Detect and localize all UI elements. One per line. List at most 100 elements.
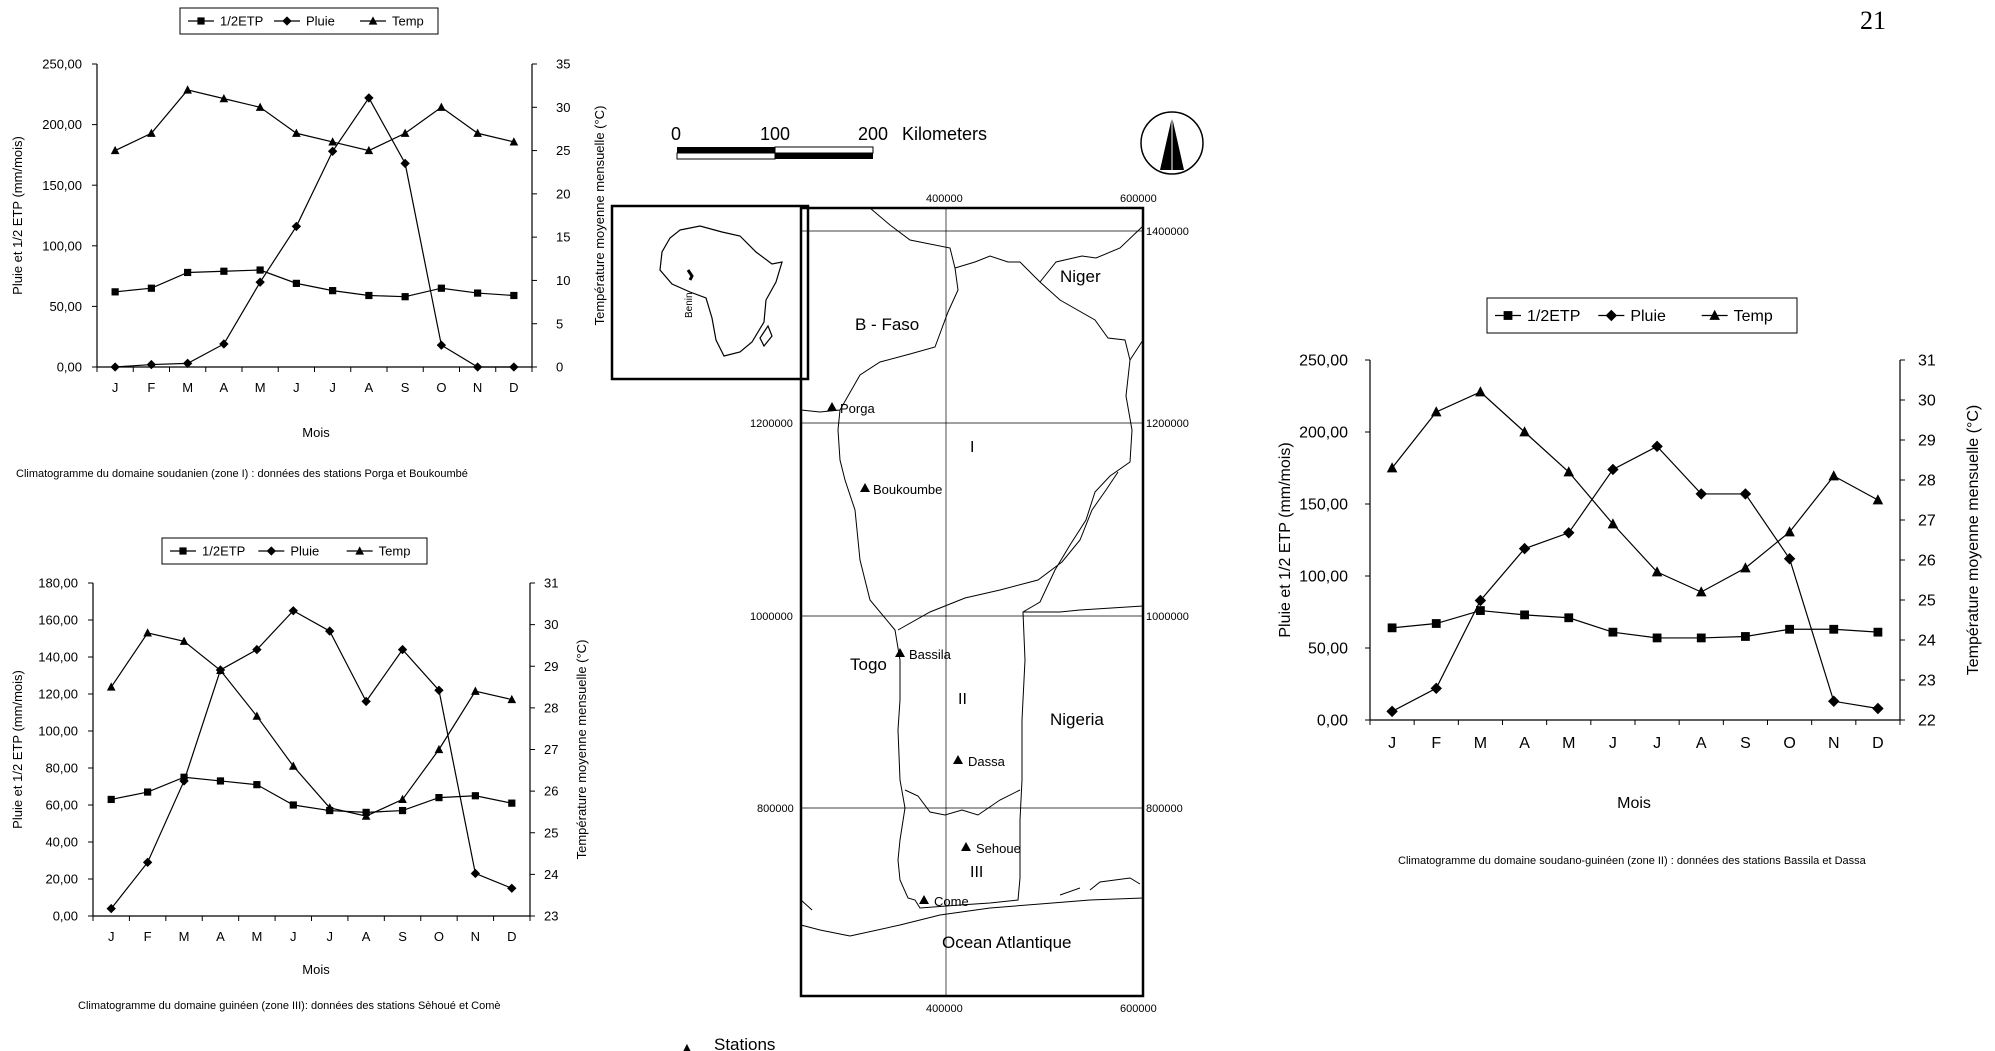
region-togo: Togo <box>850 655 887 674</box>
x-tick-label: S <box>398 929 407 944</box>
data-point-12etp <box>1387 623 1397 633</box>
legend-label: Temp <box>1734 308 1773 325</box>
data-point-temp <box>288 761 298 770</box>
scale-bar: 0 100 200 Kilometers <box>671 124 987 160</box>
x-axis-title: Mois <box>302 962 330 977</box>
legend-label: Temp <box>379 544 411 559</box>
y-left-tick-label: 100,00 <box>42 238 82 253</box>
y-right-tick-label: 29 <box>1918 433 1936 450</box>
data-point-temp <box>398 794 407 804</box>
x-tick-label: M <box>251 929 262 944</box>
data-point-temp <box>328 137 337 146</box>
data-point-pluie <box>219 339 229 349</box>
station-dassa-label: Dassa <box>968 754 1006 769</box>
y-right-tick-label: 25 <box>1918 593 1936 610</box>
data-point-pluie <box>325 626 335 636</box>
x-tick-label: N <box>1828 735 1840 752</box>
data-point-12etp <box>289 801 297 809</box>
legend-marker <box>1503 311 1513 320</box>
page-number: 21 <box>1860 6 1886 35</box>
data-point-12etp <box>256 266 264 274</box>
scale-unit: Kilometers <box>902 124 987 144</box>
data-point-12etp <box>1431 619 1441 628</box>
legend-marker <box>282 16 292 26</box>
x-tick-label: A <box>365 380 374 395</box>
y-right-tick-label: 30 <box>1918 393 1936 410</box>
map-x-tick-600000-top: 600000 <box>1120 193 1157 205</box>
x-tick-label: S <box>401 380 410 395</box>
data-point-12etp <box>1652 633 1662 643</box>
chart-caption: Climatogramme du domaine soudano-guinéen… <box>1398 855 1867 867</box>
x-axis-title: Mois <box>302 425 330 440</box>
x-tick-label: O <box>1783 735 1795 752</box>
x-tick-label: N <box>471 929 480 944</box>
y-right-tick-label: 30 <box>544 617 558 632</box>
y-right-tick-label: 27 <box>544 742 558 757</box>
chart-zone-1: 0,00 50,00 100,00 150,00 200,00 250,00 0 5 10 15 2… <box>10 7 607 480</box>
data-point-temp <box>1695 586 1707 597</box>
y-right-tick-label: 26 <box>544 784 558 799</box>
x-tick-label: J <box>1388 735 1396 752</box>
station-come: Come <box>919 894 969 909</box>
data-point-12etp <box>1476 606 1485 615</box>
data-point-12etp <box>437 284 445 292</box>
legend-label: Temp <box>392 14 424 29</box>
y-axis-title: Pluie et 1/2 ETP (mm/mois) <box>1277 442 1294 637</box>
data-point-temp <box>364 145 374 155</box>
scale-tick-100: 100 <box>760 124 790 144</box>
data-point-temp <box>1651 566 1663 577</box>
x-tick-label: M <box>179 929 190 944</box>
series-line-temp <box>114 89 515 152</box>
legend-label: Pluie <box>306 14 335 29</box>
data-point-temp <box>437 102 446 111</box>
chart-caption: Climatogramme du domaine soudanien (zone… <box>16 468 468 480</box>
y-left-tick-label: 0,00 <box>53 909 78 924</box>
y-left-tick-label: 0,00 <box>57 360 82 375</box>
station-porga: Porga <box>827 401 875 416</box>
x-tick-label: J <box>1609 735 1617 752</box>
legend-label: 1/2ETP <box>220 14 263 29</box>
map-borders <box>800 207 1144 937</box>
africa-outline <box>659 225 783 357</box>
data-point-12etp <box>398 806 407 815</box>
x-tick-label: D <box>509 380 518 395</box>
data-point-temp <box>507 694 517 704</box>
x-tick-label: J <box>329 380 336 395</box>
data-point-12etp <box>1696 633 1706 643</box>
data-point-temp <box>179 636 189 645</box>
data-point-12etp <box>435 794 443 802</box>
x-tick-label: A <box>1696 735 1707 752</box>
y-left-tick-label: 50,00 <box>49 299 82 314</box>
data-point-temp <box>110 145 120 155</box>
zone-i-label: I <box>970 439 974 456</box>
data-point-pluie <box>1651 440 1663 453</box>
y-left-tick-label: 200,00 <box>1299 425 1348 442</box>
data-point-pluie <box>1828 695 1840 707</box>
x-tick-label: F <box>147 380 155 395</box>
legend-label: Pluie <box>290 544 319 559</box>
y-right-tick-label: 28 <box>1918 473 1936 490</box>
y-left-tick-label: 150,00 <box>42 178 82 193</box>
y-left-tick-label: 160,00 <box>38 613 78 628</box>
y-right-tick-label: 24 <box>544 867 558 882</box>
x-tick-label: O <box>434 929 444 944</box>
y-left-tick-label: 100,00 <box>1299 569 1348 586</box>
y2-axis-title: Température moyenne mensuelle (°C) <box>592 106 607 326</box>
zone-i-ii-boundary <box>897 471 1119 631</box>
data-point-temp <box>147 128 156 137</box>
y-left-tick-label: 150,00 <box>1299 497 1348 514</box>
y-right-tick-label: 31 <box>1918 353 1936 370</box>
data-point-12etp <box>329 287 337 295</box>
x-tick-label: J <box>326 929 333 944</box>
data-point-temp <box>252 711 262 720</box>
series-line-12etp <box>1392 609 1878 639</box>
y-right-tick-label: 31 <box>544 576 558 591</box>
series-line-temp <box>110 632 512 817</box>
data-point-12etp <box>508 799 516 807</box>
data-point-pluie <box>252 644 262 655</box>
y-left-tick-label: 20,00 <box>45 872 78 887</box>
data-point-pluie <box>255 277 265 287</box>
series-line-pluie <box>115 96 514 368</box>
data-point-pluie <box>434 685 444 695</box>
chart-zone-2: 0,00 50,00 100,00 150,00 200,00 250,00 22 23 24 2… <box>1277 297 1982 867</box>
